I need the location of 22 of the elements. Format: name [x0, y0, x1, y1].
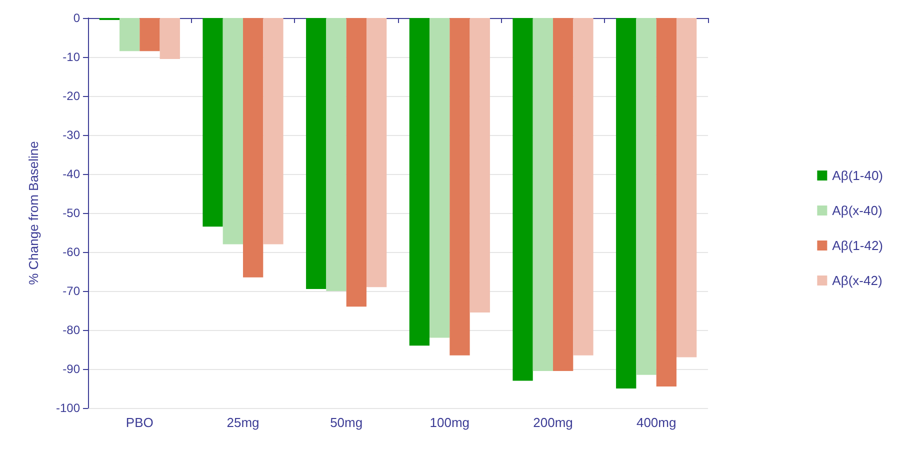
y-tick-label: -90	[62, 362, 80, 376]
y-tick-label: -80	[62, 323, 80, 337]
y-axis-title: % Change from Baseline	[26, 141, 41, 285]
y-tick-label: -60	[62, 245, 80, 259]
x-tick-label: 50mg	[330, 415, 363, 430]
x-tick-label: 200mg	[533, 415, 573, 430]
legend-label: Aβ(x-42)	[832, 273, 882, 288]
y-tick-label: -30	[62, 128, 80, 142]
y-tick-label: -40	[62, 167, 80, 181]
legend-label: Aβ(x-40)	[832, 203, 882, 218]
y-tick-label: -70	[62, 284, 80, 298]
x-tick-label: 25mg	[226, 415, 260, 430]
y-tick-label: -20	[62, 89, 80, 103]
legend-label: Aβ(1-40)	[832, 168, 883, 183]
x-tick-label: 400mg	[636, 415, 676, 430]
x-tick-label: 100mg	[430, 415, 470, 430]
y-tick-label: 0	[73, 11, 80, 25]
y-tick-label: -100	[56, 401, 80, 415]
legend-label: Aβ(1-42)	[832, 238, 883, 253]
y-tick-label: -10	[62, 50, 80, 64]
y-tick-label: -50	[62, 206, 80, 220]
x-tick-label: PBO	[126, 415, 154, 430]
